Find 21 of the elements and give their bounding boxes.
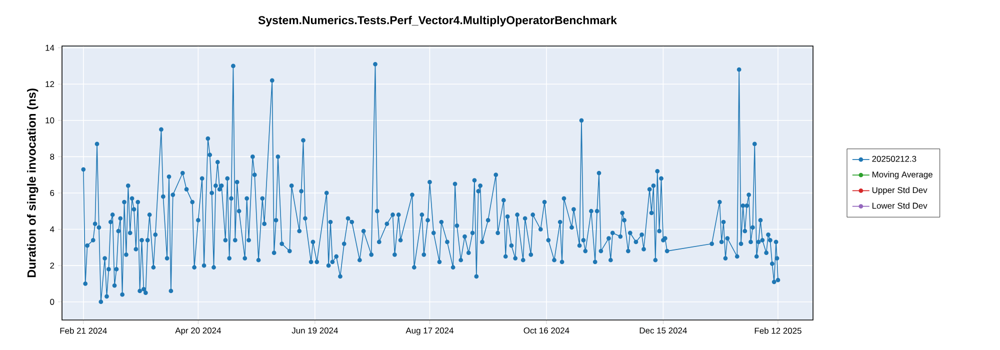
x-tick-label: Apr 20 2024 (175, 328, 222, 336)
y-tick-label: 4 (50, 226, 54, 232)
x-tick-label: Feb 12 2025 (754, 328, 802, 334)
y-tick-label: 12 (46, 81, 54, 88)
y-tick-label: 10 (46, 117, 54, 124)
legend-label: Lower Std Dev (872, 202, 928, 209)
x-tick-label: Oct 16 2024 (524, 328, 570, 334)
y-tick-label: 6 (50, 190, 54, 196)
legend-label: Upper Std Dev (872, 186, 928, 195)
x-tick-label: Jun 19 2024 (292, 328, 338, 334)
y-tick-label: 0 (50, 298, 54, 305)
x-tick-label: Feb 21 2024 (60, 328, 107, 334)
y-tick-label: 8 (50, 154, 54, 160)
y-axis-title: Duration of single invocation (ns) (27, 88, 38, 278)
legend-label: Moving Average (872, 171, 932, 180)
legend-label: 20250212.3 (872, 156, 916, 162)
x-tick-label: Aug 17 2024 (406, 328, 454, 336)
chart-title: System.Numerics.Tests.Perf_Vector4.MultiplyOperatorBenchmark (258, 16, 617, 26)
y-tick-label: 14 (46, 44, 54, 51)
x-tick-label: Dec 15 2024 (640, 328, 687, 334)
y-tick-label: 2 (50, 262, 54, 269)
